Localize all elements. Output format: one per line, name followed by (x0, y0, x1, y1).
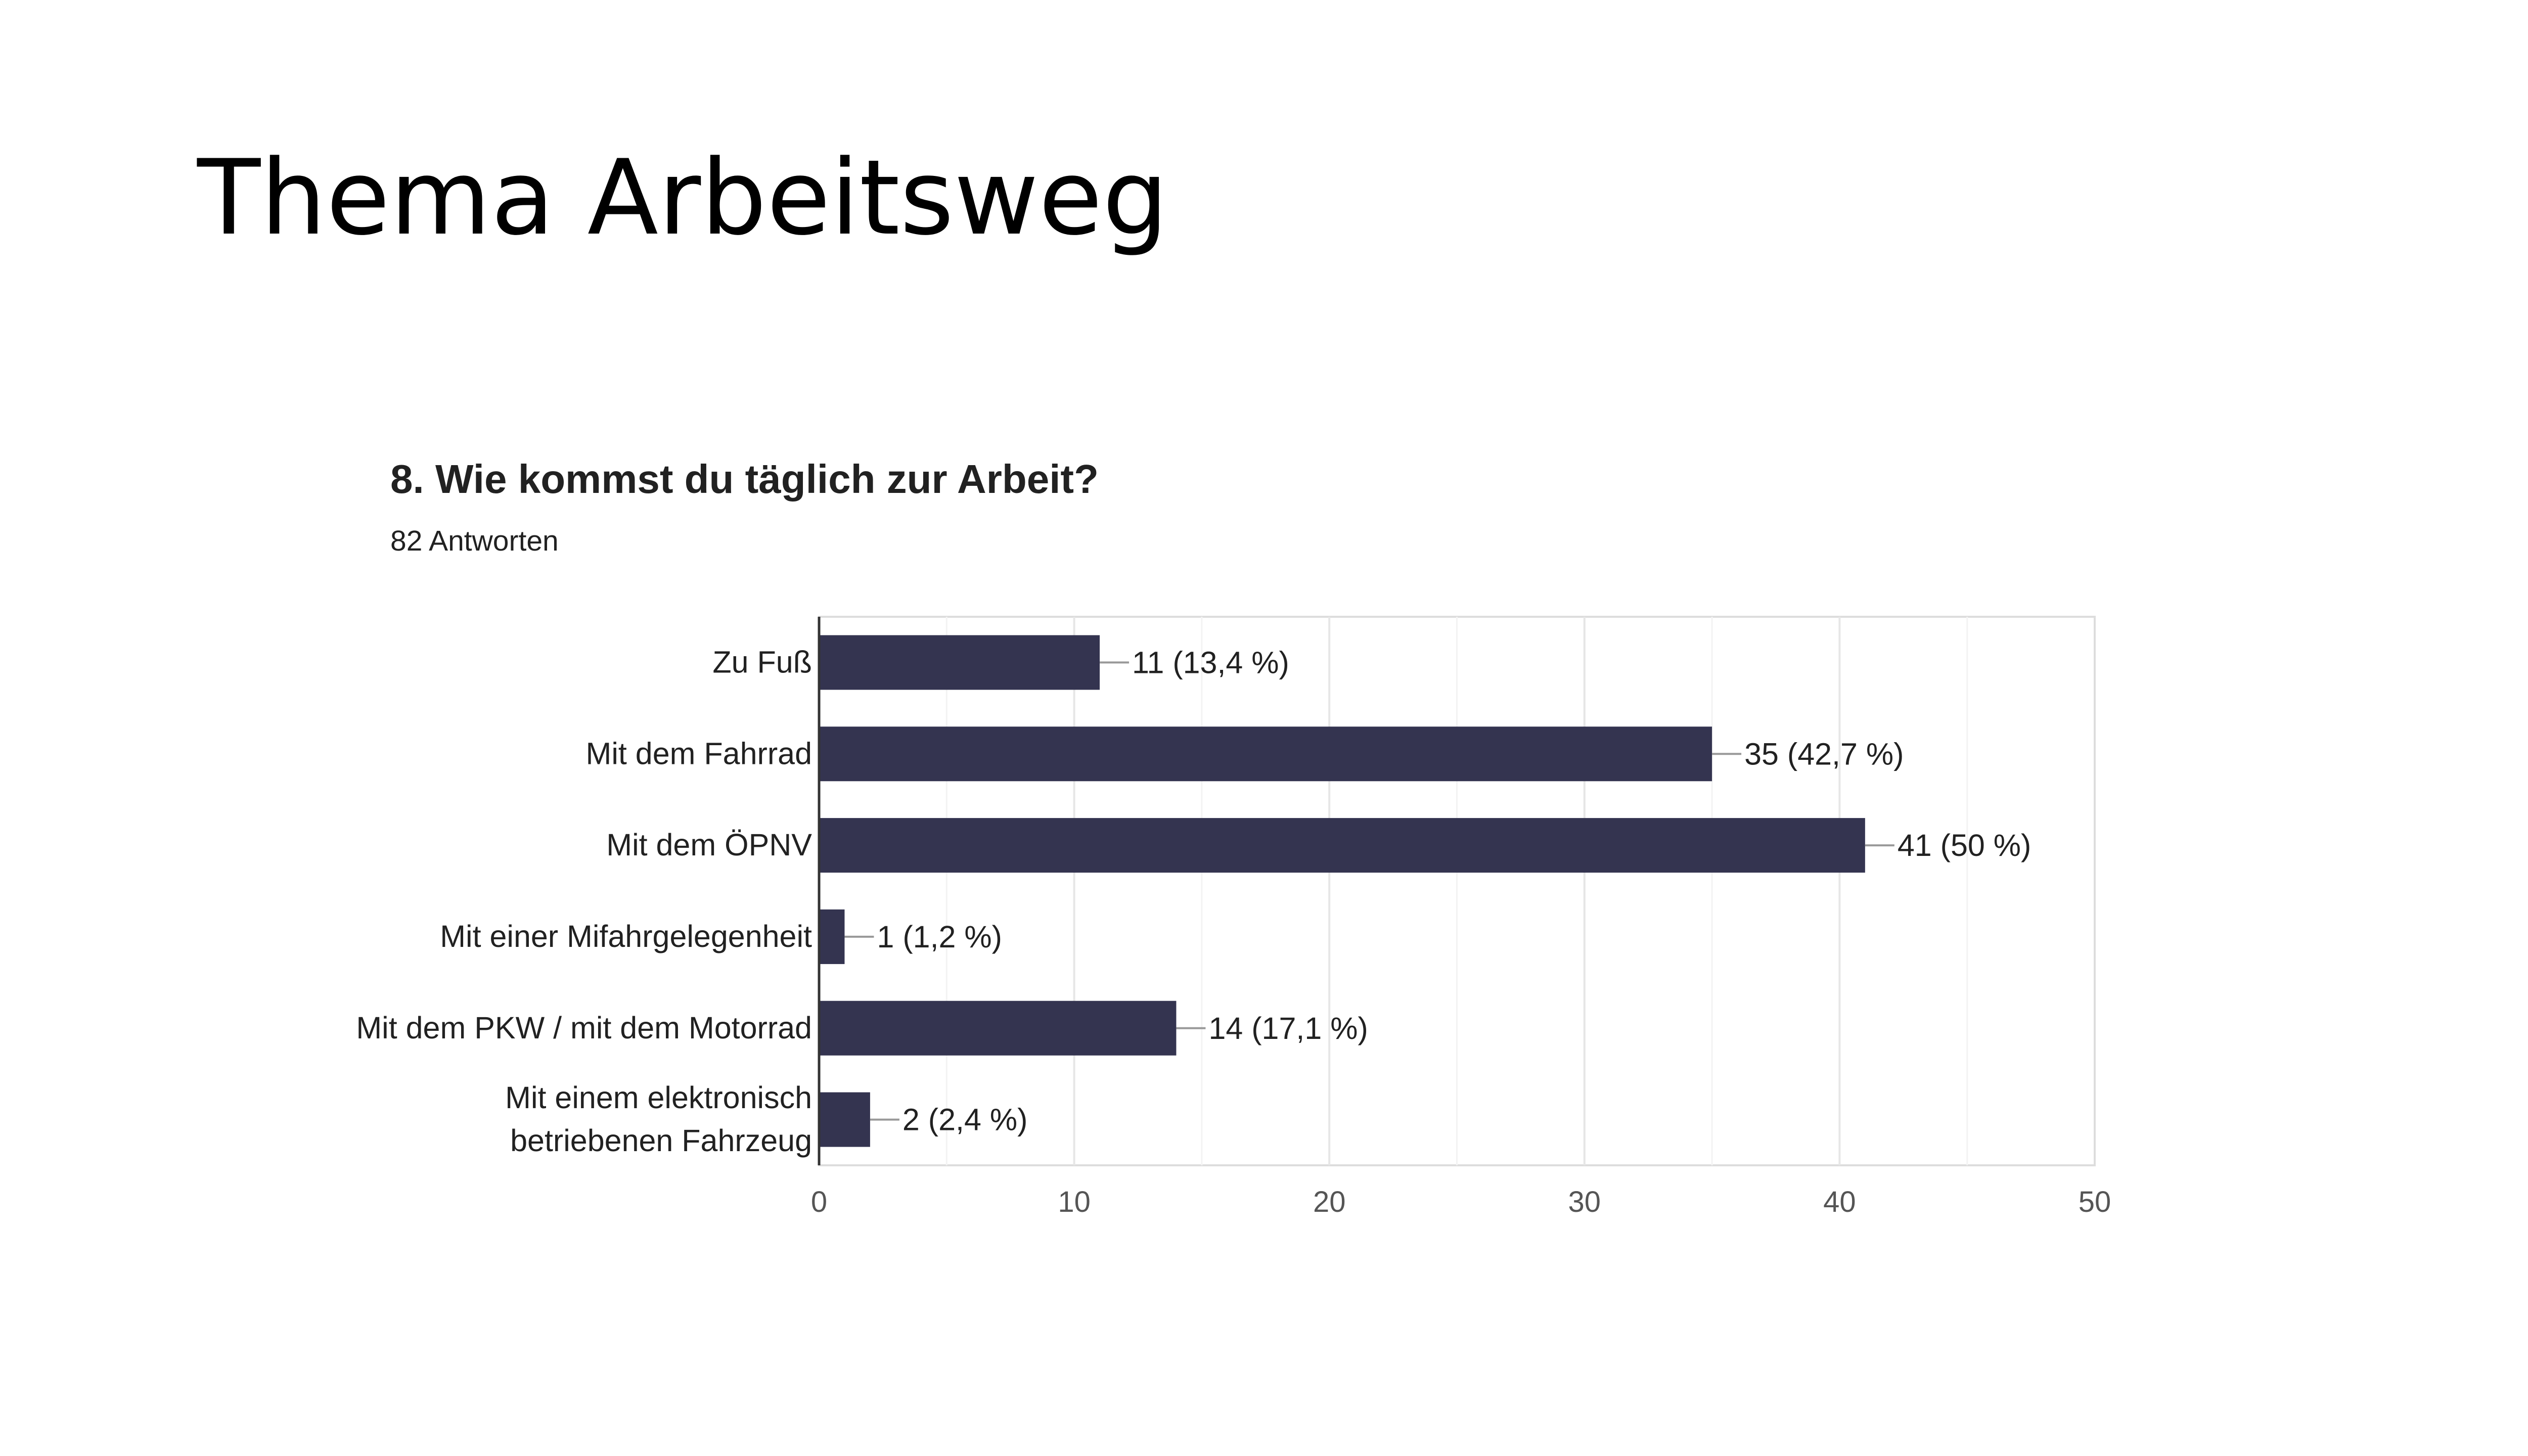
x-tick-label: 40 (1823, 1186, 1856, 1218)
bar (819, 818, 1865, 873)
category-label: Mit dem Fahrrad (586, 736, 812, 770)
chart-bars (819, 635, 1865, 1147)
slide-title: Thema Arbeitsweg (197, 138, 1168, 258)
category-label: Mit dem PKW / mit dem Motorrad (356, 1011, 812, 1045)
category-label: Zu Fuß (712, 645, 812, 679)
chart-axes: 0 10 20 30 40 50 (811, 617, 2111, 1218)
x-tick-label: 10 (1058, 1186, 1091, 1218)
response-count: 82 Antworten (390, 525, 559, 557)
chart-labels: Zu Fuß 11 (13,4 %) Mit dem Fahrrad 35 (42,7… (356, 645, 2031, 1158)
bar (819, 1000, 1177, 1056)
bar (819, 726, 1712, 782)
data-label: 35 (42,7 %) (1744, 737, 1904, 771)
x-tick-label: 30 (1568, 1186, 1601, 1218)
bar (819, 1092, 870, 1147)
chart-grid (818, 616, 2096, 1166)
category-label: betriebenen Fahrzeug (510, 1123, 812, 1158)
data-label: 14 (17,1 %) (1208, 1011, 1368, 1045)
x-tick-label: 20 (1313, 1186, 1346, 1218)
data-label: 1 (1,2 %) (877, 920, 1002, 954)
category-label: Mit dem ÖPNV (606, 828, 812, 862)
category-label: Mit einem elektronisch (505, 1080, 812, 1115)
data-label: 11 (13,4 %) (1132, 645, 1289, 679)
question-title: 8. Wie kommst du täglich zur Arbeit? (390, 457, 1099, 502)
data-label: 2 (2,4 %) (902, 1103, 1028, 1137)
category-label: Mit einer Mifahrgelegenheit (440, 919, 812, 953)
x-tick-label: 0 (811, 1186, 827, 1218)
data-label: 41 (50 %) (1898, 828, 2031, 862)
x-tick-label: 50 (2079, 1186, 2111, 1218)
bar (819, 635, 1100, 690)
bar (819, 909, 845, 964)
